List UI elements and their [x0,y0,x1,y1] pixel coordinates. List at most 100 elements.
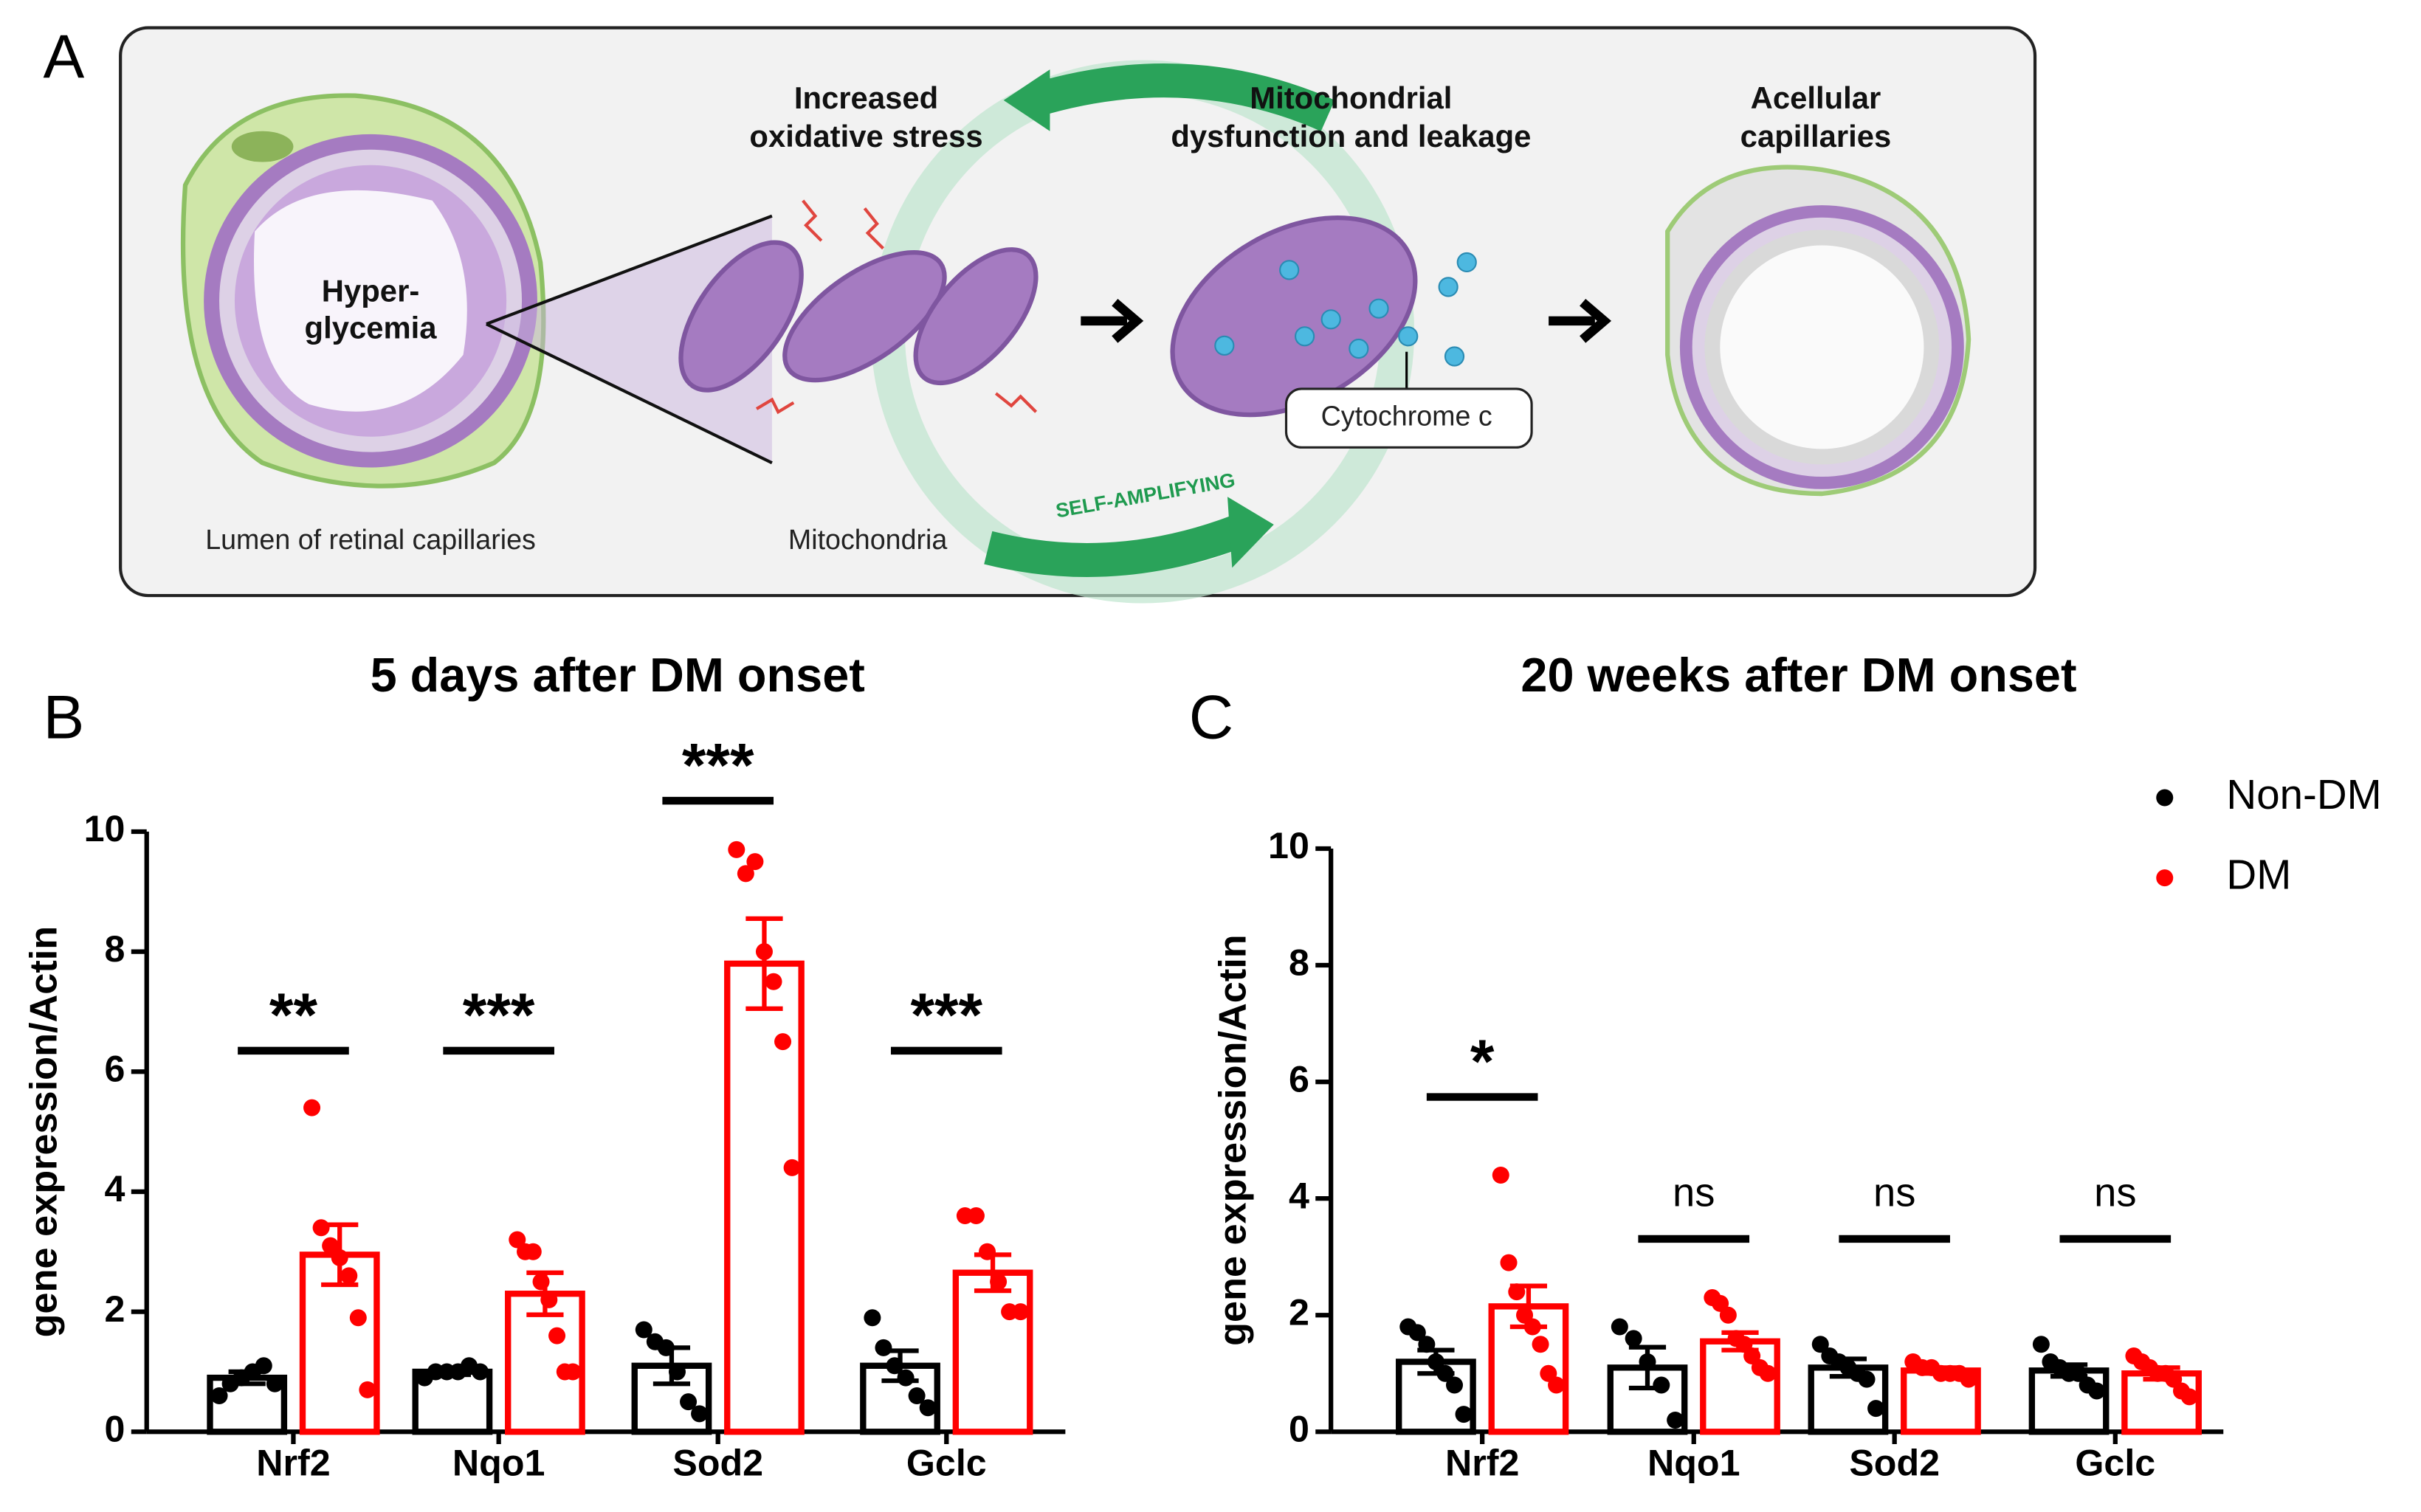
significance-label: *** [682,730,754,799]
data-point [908,1387,926,1404]
arrow [1081,299,1144,343]
diagram-frame [119,26,2037,598]
data-point [737,865,754,883]
chart-title: 5 days after DM onset [371,648,865,702]
arrow [1549,299,1612,343]
data-point [774,1033,792,1051]
x-tick-label: Nrf2 [256,1443,330,1484]
data-point [783,1159,801,1176]
x-tick-label: Sod2 [1849,1443,1940,1484]
bar [1700,1338,1780,1435]
data-point [564,1363,582,1381]
diagram-label: oxidative stress [749,119,982,153]
data-point [765,973,782,990]
data-point [1611,1318,1628,1336]
diagram-label: Hyper- [322,273,419,308]
y-tick-label: 10 [1268,825,1309,866]
data-point [1508,1283,1526,1301]
diagram-label: glycemia [305,310,438,345]
data-point [1455,1406,1473,1423]
y-tick-label: 2 [1289,1291,1309,1333]
data-point [746,853,764,871]
data-point [919,1399,937,1417]
panel-label: A [44,22,85,92]
data-point [2180,1388,2198,1406]
diagram-label: Mitochondrial [1250,80,1452,115]
data-point [691,1405,709,1423]
data-point [1667,1411,1684,1429]
legend-label: DM [2226,852,2291,898]
y-tick-label: 6 [1289,1058,1309,1100]
data-point [1719,1306,1737,1324]
data-point [322,1237,340,1254]
data-point [1436,1364,1454,1382]
zoom-cone [486,215,772,463]
legend-marker [2156,869,2174,887]
data-point [340,1267,358,1285]
data-point [1408,1324,1426,1342]
ros [755,199,1038,415]
data-point [1418,1336,1436,1353]
bar [724,960,805,1435]
lumen [253,190,467,412]
data-point [2032,1336,2050,1353]
significance-label: ns [2094,1170,2136,1215]
y-tick-label: 10 [84,808,125,849]
arrowhead [1227,497,1274,568]
data-point [979,1243,996,1260]
data-point [1759,1364,1777,1382]
diagram-caption: Lumen of retinal capillaries [205,524,536,555]
label-box [1284,387,1533,449]
data-point [1639,1353,1656,1370]
cytochrome-dots [1214,252,1477,367]
data-point [635,1321,652,1339]
data-point [1427,1353,1444,1370]
y-axis-label: gene expression/Actin [23,926,66,1338]
data-point [524,1243,542,1260]
x-tick-label: Gclc [906,1443,987,1484]
data-point [312,1219,330,1237]
x-tick-label: Nqo1 [452,1443,545,1484]
panel-label: B [44,683,85,752]
mitochondrion [782,250,947,383]
data-point [897,1369,915,1387]
y-tick-label: 2 [105,1288,125,1330]
data-point [1811,1336,1829,1353]
significance-label: ** [269,980,318,1049]
y-tick-label: 0 [105,1409,125,1450]
data-point [886,1357,903,1375]
data-point [1858,1370,1876,1388]
data-point [1867,1400,1885,1418]
data-point [864,1309,881,1327]
data-point [990,1273,1008,1291]
data-point [1500,1254,1518,1271]
data-point [548,1327,566,1344]
cycle-arrow [1029,63,1335,131]
data-point [472,1363,489,1381]
data-point [2070,1364,2087,1382]
data-point [668,1363,686,1381]
data-point [2088,1382,2106,1400]
nucleus [231,131,294,162]
x-tick-label: Gclc [2075,1443,2155,1484]
data-point [728,840,745,858]
significance-label: *** [463,980,535,1049]
diagram-label: Increased [794,80,938,115]
data-point [875,1339,892,1356]
legend-label: Non-DM [2226,771,2381,818]
lumen [1720,245,1924,449]
diagram-caption: Mitochondria [788,524,948,555]
significance-label: ns [1873,1170,1915,1215]
error-bar [745,916,783,1012]
data-point [1523,1318,1541,1336]
mitochondrion [913,247,1039,386]
x-tick-label: Nrf2 [1445,1443,1519,1484]
chart-title: 20 weeks after DM onset [1521,648,2076,702]
data-point [1446,1376,1464,1394]
y-tick-label: 6 [105,1049,125,1090]
data-point [509,1231,526,1249]
y-tick-label: 4 [105,1168,125,1209]
x-tick-label: Nqo1 [1647,1443,1740,1484]
